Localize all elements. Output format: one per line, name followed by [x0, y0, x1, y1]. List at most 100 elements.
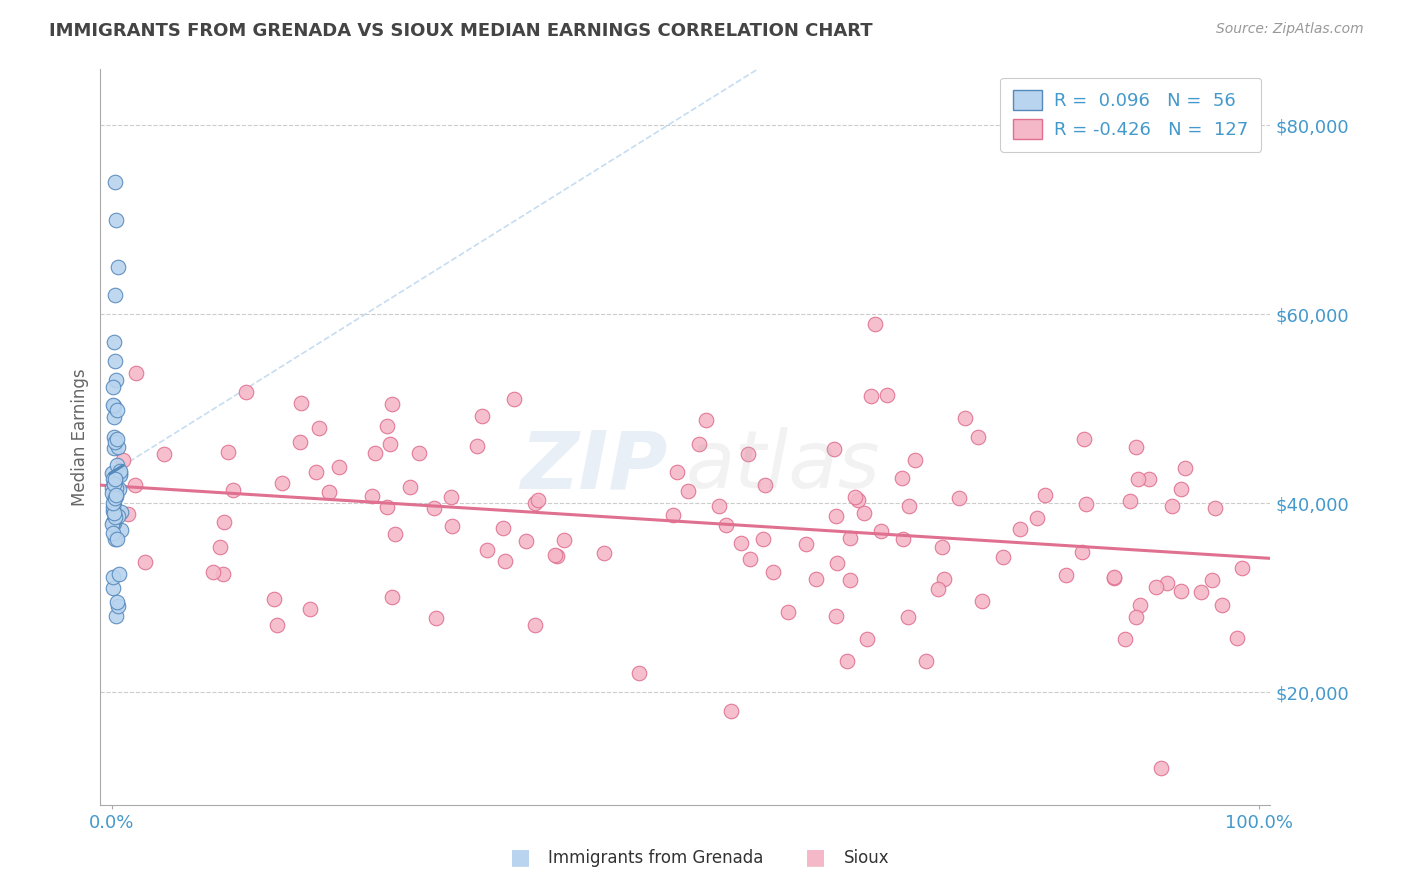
Point	[103, 380, 125, 394]
Point	[1073, 432, 1095, 446]
Point	[103, 400, 125, 414]
Point	[105, 595, 128, 609]
Point	[662, 508, 685, 522]
Point	[381, 590, 404, 604]
Point	[471, 409, 494, 423]
Point	[104, 288, 127, 302]
Point	[1170, 483, 1192, 497]
Point	[103, 476, 125, 491]
Point	[212, 566, 235, 581]
Point	[103, 398, 125, 412]
Point	[440, 519, 463, 533]
Point	[103, 430, 125, 444]
Point	[825, 609, 848, 624]
Point	[897, 609, 920, 624]
Point	[101, 486, 124, 500]
Point	[103, 500, 125, 514]
Point	[1035, 488, 1057, 502]
Point	[1114, 632, 1136, 646]
Point	[108, 466, 131, 480]
Point	[104, 472, 127, 486]
Point	[515, 534, 537, 549]
Point	[328, 460, 350, 475]
Point	[678, 484, 700, 499]
Point	[1160, 499, 1182, 513]
Point	[948, 491, 970, 505]
Point	[853, 506, 876, 520]
Point	[222, 483, 245, 497]
Point	[212, 516, 235, 530]
Point	[762, 565, 785, 579]
Point	[927, 582, 949, 596]
Point	[503, 392, 526, 406]
Point	[931, 540, 953, 554]
Point	[134, 555, 156, 569]
Point	[824, 508, 846, 523]
Y-axis label: Median Earnings: Median Earnings	[72, 368, 89, 506]
Point	[1230, 561, 1253, 575]
Point	[103, 335, 125, 350]
Point	[1204, 500, 1226, 515]
Point	[399, 480, 422, 494]
Point	[876, 388, 898, 402]
Point	[101, 516, 124, 531]
Point	[934, 572, 956, 586]
Point	[1150, 761, 1173, 775]
Point	[101, 526, 124, 541]
Point	[752, 532, 775, 546]
Point	[364, 446, 387, 460]
Point	[288, 435, 311, 450]
Point	[110, 523, 132, 537]
Point	[1226, 632, 1249, 646]
Point	[720, 704, 742, 718]
Point	[467, 439, 489, 453]
Point	[271, 475, 294, 490]
Point	[101, 482, 124, 496]
Point	[375, 419, 398, 434]
Point	[475, 542, 498, 557]
Point	[304, 465, 326, 479]
Point	[1144, 580, 1167, 594]
Point	[972, 594, 994, 608]
Point	[377, 500, 399, 514]
Legend: R =  0.096   N =  56, R = -0.426   N =  127: R = 0.096 N = 56, R = -0.426 N = 127	[1000, 78, 1261, 152]
Point	[110, 505, 132, 519]
Text: Immigrants from Grenada: Immigrants from Grenada	[548, 849, 763, 867]
Point	[103, 499, 125, 513]
Point	[835, 654, 858, 668]
Point	[308, 421, 330, 435]
Point	[117, 507, 139, 521]
Point	[423, 500, 446, 515]
Point	[290, 396, 312, 410]
Point	[101, 515, 124, 529]
Point	[794, 536, 817, 550]
Text: ■: ■	[806, 847, 825, 867]
Point	[1174, 461, 1197, 475]
Point	[738, 552, 761, 566]
Point	[494, 554, 516, 568]
Point	[103, 516, 125, 530]
Point	[737, 446, 759, 460]
Point	[891, 532, 914, 546]
Point	[107, 440, 129, 454]
Point	[361, 489, 384, 503]
Point	[105, 212, 128, 227]
Point	[378, 437, 401, 451]
Point	[915, 654, 938, 668]
Point	[1126, 472, 1149, 486]
Text: atlas: atlas	[685, 427, 880, 506]
Point	[953, 410, 976, 425]
Point	[688, 437, 710, 451]
Point	[1025, 511, 1047, 525]
Point	[1137, 472, 1160, 486]
Text: ZIP: ZIP	[520, 427, 668, 506]
Point	[859, 389, 882, 403]
Point	[104, 470, 127, 484]
Point	[112, 453, 135, 467]
Point	[104, 354, 127, 368]
Point	[103, 491, 125, 505]
Point	[105, 532, 128, 546]
Text: Sioux: Sioux	[844, 849, 889, 867]
Point	[1189, 585, 1212, 599]
Point	[103, 496, 125, 510]
